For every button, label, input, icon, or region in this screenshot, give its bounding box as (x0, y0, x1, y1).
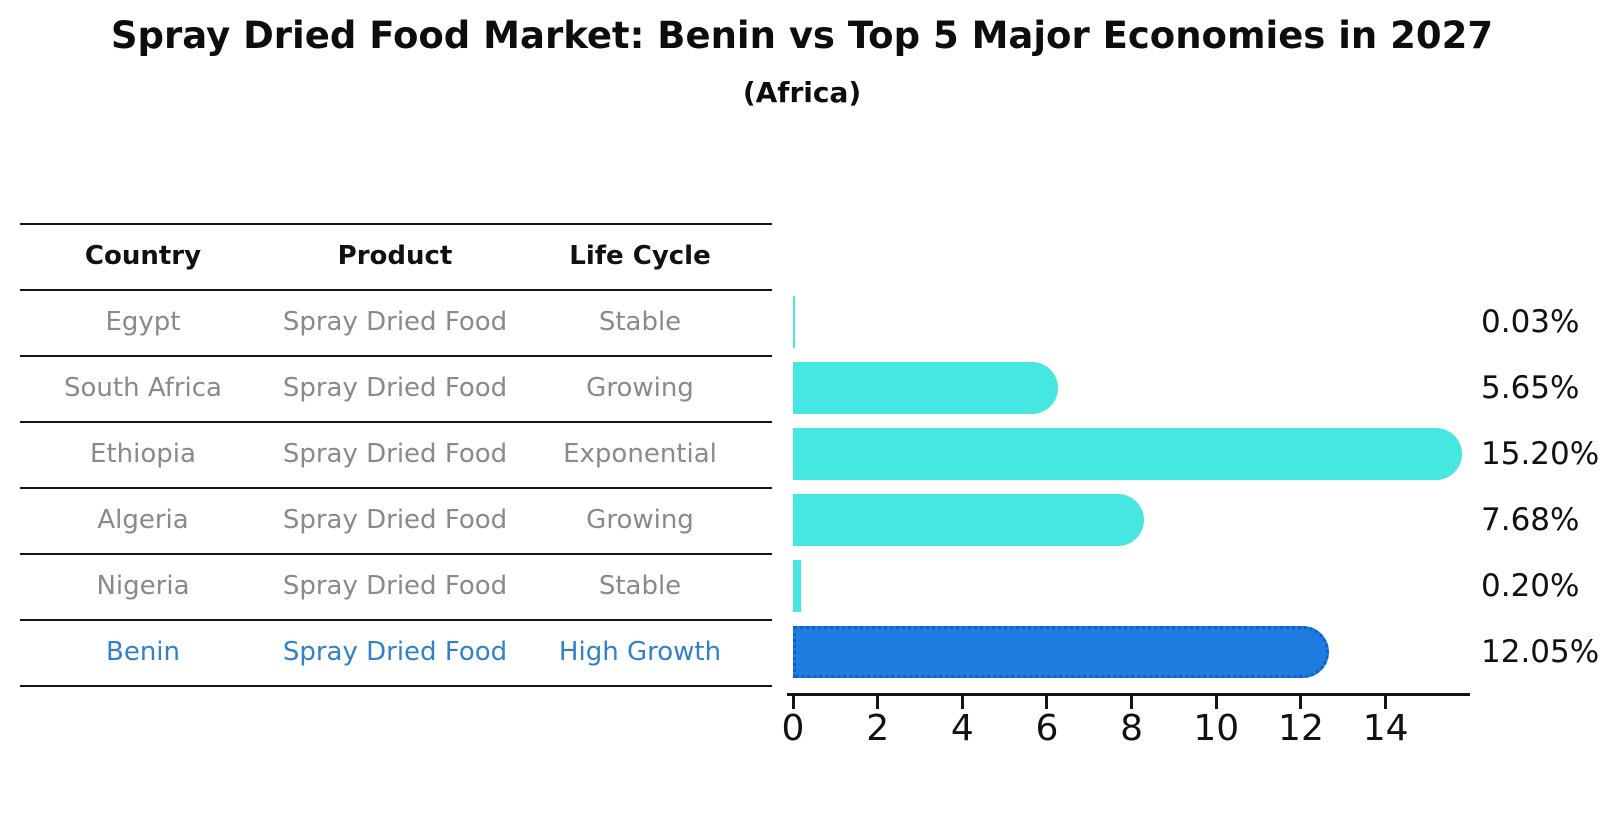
bar-algeria (793, 494, 1145, 546)
table-cell-country: Nigeria (96, 571, 190, 601)
x-axis-tick-label: 6 (1035, 708, 1059, 749)
x-axis-tick-label: 14 (1362, 708, 1409, 749)
x-axis-tick-label: 4 (950, 708, 974, 749)
table-cell-product: Spray Dried Food (282, 373, 508, 403)
value-label-ethiopia: 15.20% (1481, 436, 1600, 472)
table-header-product: Product (337, 241, 453, 271)
table-cell-product: Spray Dried Food (282, 439, 508, 469)
value-label-egypt: 0.03% (1481, 304, 1580, 340)
value-label-benin: 12.05% (1481, 634, 1600, 670)
table-cell-life-cycle: Stable (598, 571, 682, 601)
x-axis-tick (791, 696, 795, 709)
table-rule (20, 355, 772, 357)
table-rule (20, 421, 772, 423)
x-axis-tick-label: 8 (1120, 708, 1144, 749)
table-cell-product: Spray Dried Food (282, 505, 508, 535)
x-axis-tick (1384, 696, 1388, 709)
bar-south-africa (793, 362, 1059, 414)
table-rule (20, 619, 772, 621)
table-cell-life-cycle: Growing (586, 505, 694, 535)
bar-egypt (793, 296, 795, 348)
x-axis-tick-label: 2 (866, 708, 890, 749)
table-cell-product: Spray Dried Food (282, 571, 508, 601)
x-axis-spine (787, 693, 1470, 696)
table-cell-country: South Africa (64, 373, 222, 403)
x-axis-tick-label: 10 (1193, 708, 1240, 749)
table-header-country: Country (84, 241, 202, 271)
x-axis-tick (1130, 696, 1134, 709)
value-label-nigeria: 0.20% (1481, 568, 1580, 604)
table-rule (20, 553, 772, 555)
table-rule (20, 487, 772, 489)
x-axis-tick (960, 696, 964, 709)
table-cell-life-cycle: Stable (598, 307, 682, 337)
table-cell-country: Egypt (105, 307, 181, 337)
x-axis-tick-label: 0 (781, 708, 805, 749)
x-axis-tick (1045, 696, 1049, 709)
table-rule (20, 223, 772, 225)
table-cell-country: Ethiopia (90, 439, 196, 469)
x-axis-tick (1214, 696, 1218, 709)
bar-benin (793, 626, 1330, 678)
table-cell-life-cycle: Growing (586, 373, 694, 403)
table-rule (20, 685, 772, 687)
table-cell-country: Benin (105, 637, 181, 667)
table-cell-product: Spray Dried Food (282, 307, 508, 337)
value-label-algeria: 7.68% (1481, 502, 1580, 538)
x-axis-tick (876, 696, 880, 709)
table-cell-life-cycle: High Growth (558, 637, 722, 667)
chart-title: Spray Dried Food Market: Benin vs Top 5 … (110, 14, 1494, 57)
table-cell-product: Spray Dried Food (282, 637, 508, 667)
table-cell-life-cycle: Exponential (563, 439, 717, 469)
bar-nigeria (793, 560, 802, 612)
table-cell-country: Algeria (97, 505, 189, 535)
table-rule (20, 289, 772, 291)
bar-ethiopia (793, 428, 1463, 480)
value-label-south-africa: 5.65% (1481, 370, 1580, 406)
x-axis-tick (1299, 696, 1303, 709)
table-header-life-cycle: Life Cycle (569, 241, 711, 271)
x-axis-tick-label: 12 (1278, 708, 1324, 749)
chart-subtitle: (Africa) (742, 76, 862, 109)
